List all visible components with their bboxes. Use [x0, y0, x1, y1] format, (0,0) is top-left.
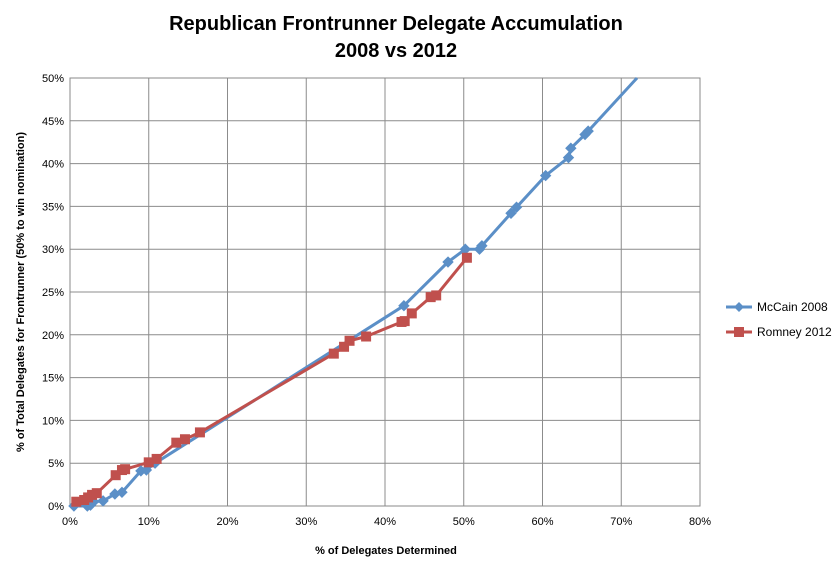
- y-tick-label: 5%: [48, 458, 64, 470]
- data-point-mccain: [505, 207, 517, 219]
- y-tick-label: 0%: [48, 501, 64, 513]
- data-point-mccain: [476, 240, 488, 252]
- chart-title-line-2: 2008 vs 2012: [335, 40, 457, 62]
- plot-area-border: [69, 77, 701, 507]
- data-point-mccain: [510, 201, 523, 213]
- x-tick-label: 40%: [374, 516, 396, 528]
- data-point-mccain: [582, 125, 594, 137]
- chart-title-line-1: Republican Frontrunner Delegate Accumula…: [169, 13, 623, 35]
- data-point-mccain: [97, 495, 109, 507]
- legend-item-mccain: McCain 2008: [726, 300, 828, 314]
- y-tick-label: 35%: [42, 201, 64, 213]
- legend-item-romney: Romney 2012: [726, 325, 832, 339]
- legend-label-mccain: McCain 2008: [757, 300, 828, 314]
- legend: McCain 2008 Romney 2012: [726, 300, 832, 339]
- data-point-romney: [361, 331, 372, 342]
- data-point-romney: [120, 464, 131, 475]
- data-point-romney: [339, 341, 350, 352]
- x-tick-label: 50%: [453, 516, 475, 528]
- y-axis-label: % of Total Delegates for Frontrunner (50…: [15, 132, 27, 452]
- data-point-mccain: [140, 464, 153, 476]
- y-tick-label: 10%: [42, 415, 64, 427]
- data-point-romney: [151, 453, 162, 464]
- x-tick-label: 0%: [62, 516, 78, 528]
- data-point-romney: [425, 292, 436, 303]
- x-tick-label: 30%: [295, 516, 317, 528]
- x-tick-label: 10%: [138, 516, 160, 528]
- data-point-romney: [71, 496, 82, 507]
- y-axis-tick-labels: 0% 5% 10% 15% 20% 25% 30% 35% 40% 45% 50%: [42, 73, 64, 513]
- legend-label-romney: Romney 2012: [757, 325, 832, 339]
- data-point-romney: [431, 290, 442, 301]
- data-point-mccain: [539, 169, 552, 182]
- data-point-romney: [171, 437, 182, 448]
- series-markers: [68, 125, 594, 512]
- data-point-romney: [143, 457, 154, 468]
- data-point-romney: [328, 348, 339, 359]
- data-point-romney: [406, 308, 417, 319]
- y-tick-label: 25%: [42, 287, 64, 299]
- x-tick-label: 20%: [216, 516, 238, 528]
- data-point-romney: [344, 335, 355, 346]
- data-point-mccain: [116, 486, 128, 499]
- gridlines: [70, 78, 700, 506]
- legend-marker-romney: [734, 327, 744, 337]
- series-line-romney: [75, 256, 469, 504]
- x-tick-label: 80%: [689, 516, 711, 528]
- legend-marker-mccain: [734, 302, 744, 312]
- y-tick-label: 40%: [42, 159, 64, 171]
- x-tick-label: 70%: [610, 516, 632, 528]
- data-point-romney: [194, 427, 205, 438]
- y-tick-label: 45%: [42, 116, 64, 128]
- data-point-romney: [461, 252, 472, 263]
- data-point-mccain: [565, 142, 577, 154]
- x-axis-label: % of Delegates Determined: [315, 545, 457, 557]
- data-point-mccain: [562, 151, 575, 164]
- data-point-romney: [179, 434, 190, 445]
- y-tick-label: 30%: [42, 244, 64, 256]
- x-axis-tick-labels: 0% 10% 20% 30% 40% 50% 60% 70% 80%: [62, 516, 711, 528]
- y-tick-label: 20%: [42, 330, 64, 342]
- data-point-romney: [399, 316, 410, 327]
- x-tick-label: 60%: [531, 516, 553, 528]
- y-tick-label: 50%: [42, 73, 64, 85]
- data-point-romney: [91, 488, 102, 499]
- data-point-mccain: [398, 299, 410, 312]
- data-point-romney: [110, 470, 121, 481]
- y-tick-label: 15%: [42, 373, 64, 385]
- data-point-mccain: [442, 256, 454, 268]
